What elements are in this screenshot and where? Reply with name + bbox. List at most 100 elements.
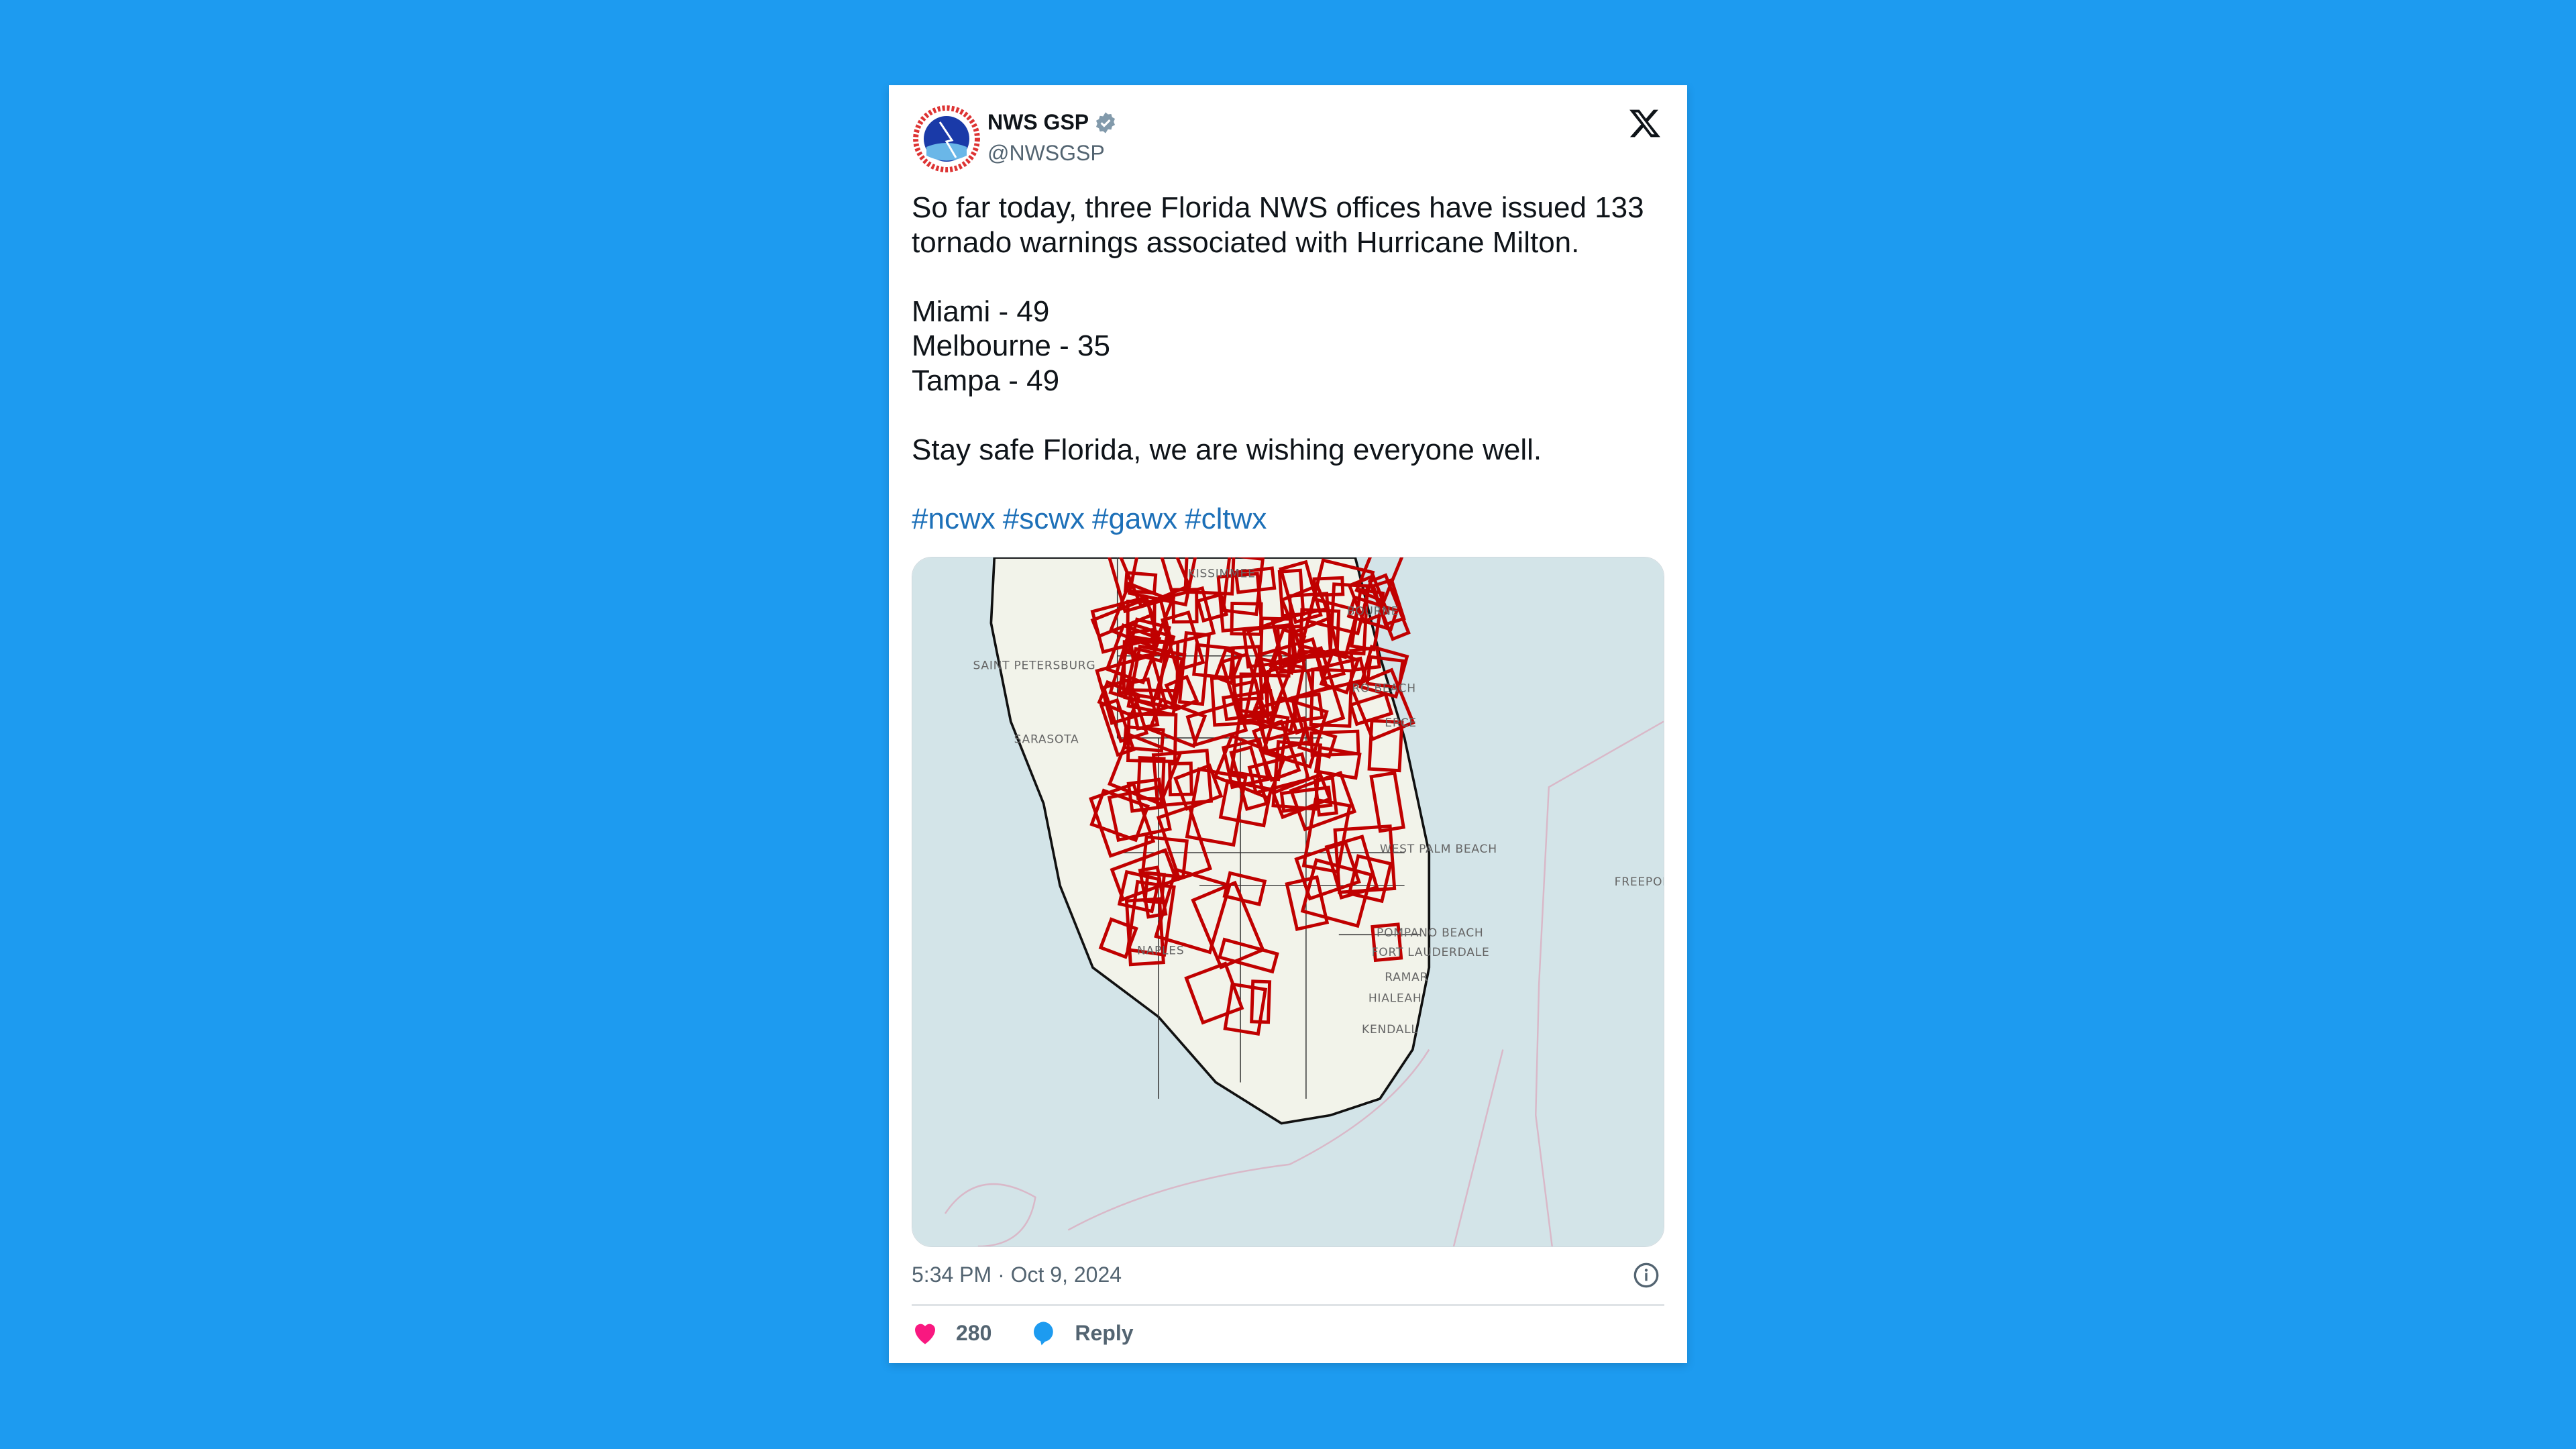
tornado-warning-polygon bbox=[1222, 689, 1276, 722]
hashtag-link[interactable]: #ncwx bbox=[912, 502, 996, 535]
map-place-label: HIALEAH bbox=[1368, 992, 1422, 1006]
text-line: So far today, three Florida NWS offices … bbox=[912, 191, 1644, 224]
tornado-warning-polygon bbox=[1347, 854, 1393, 904]
tornado-warning-polygon bbox=[1333, 824, 1397, 894]
tornado-warning-polygon bbox=[1309, 667, 1354, 728]
tornado-warning-polygon bbox=[1230, 645, 1264, 702]
tornado-warning-polygon bbox=[1124, 897, 1165, 967]
speech-bubble-icon[interactable] bbox=[1030, 1318, 1057, 1348]
tornado-warning-polygon bbox=[1184, 961, 1244, 1025]
tornado-warning-polygon bbox=[1195, 592, 1229, 623]
hashtag-link[interactable]: #gawx bbox=[1091, 502, 1178, 535]
tornado-warning-polygon bbox=[1289, 770, 1357, 832]
tornado-warning-polygon bbox=[1221, 557, 1265, 616]
tornado-warning-polygon bbox=[1090, 595, 1159, 654]
tornado-warning-polygon bbox=[1309, 729, 1360, 757]
tornado-warning-polygon bbox=[1213, 647, 1244, 686]
verified-badge-icon bbox=[1096, 111, 1116, 133]
tornado-warning-polygon bbox=[1229, 708, 1290, 782]
tornado-warning-polygon bbox=[1107, 732, 1182, 806]
hashtag-link[interactable]: #cltwx bbox=[1185, 502, 1267, 535]
tornado-warning-polygon bbox=[1275, 624, 1306, 674]
reply-button[interactable]: Reply bbox=[1075, 1320, 1134, 1345]
tornado-warning-polygon bbox=[1156, 805, 1213, 881]
author-name[interactable]: NWS GSP bbox=[987, 110, 1117, 135]
tornado-warning-polygon bbox=[1369, 771, 1405, 833]
tornado-warning-polygon bbox=[1110, 848, 1179, 902]
tornado-warning-polygon bbox=[1346, 595, 1399, 632]
map-place-label: RO BEACH bbox=[1352, 682, 1415, 696]
tornado-warning-polygon bbox=[1319, 649, 1360, 695]
tornado-warning-polygon bbox=[1102, 677, 1149, 743]
tornado-warning-polygon bbox=[1367, 718, 1404, 773]
tornado-warning-polygon bbox=[1213, 733, 1287, 800]
x-logo-icon[interactable] bbox=[1628, 107, 1662, 140]
tornado-warning-polygon bbox=[1143, 871, 1167, 905]
tornado-warning-polygon bbox=[1168, 761, 1193, 797]
text-line: Melbourne - 35 bbox=[912, 329, 1110, 362]
avatar[interactable] bbox=[913, 105, 980, 172]
tornado-warning-polygon bbox=[1287, 592, 1333, 660]
map-place-label: KISSIMMEE bbox=[1188, 567, 1256, 580]
hashtags: #ncwx #scwx #gawx #cltwx bbox=[912, 502, 1663, 537]
tornado-warning-polygon bbox=[1185, 767, 1248, 847]
tornado-warning-polygon bbox=[1222, 871, 1267, 906]
map-place-label: RAMAR bbox=[1385, 971, 1428, 984]
map-place-label: ERCE bbox=[1385, 716, 1417, 730]
tornado-warning-polygon bbox=[1105, 623, 1162, 685]
map-place-label: NAPLES bbox=[1137, 945, 1184, 958]
tornado-warning-polygon bbox=[1126, 677, 1160, 731]
tornado-warning-polygon bbox=[1271, 740, 1322, 811]
map-place-label: SARASOTA bbox=[1014, 733, 1079, 746]
tornado-warning-polygon bbox=[1250, 979, 1272, 1024]
tornado-warning-polygon bbox=[1117, 634, 1169, 701]
tornado-warning-polygon bbox=[1324, 835, 1379, 900]
tornado-warning-polygon bbox=[1229, 745, 1269, 811]
text-line: tornado warnings associated with Hurrica… bbox=[912, 225, 1580, 259]
tornado-warning-polygon bbox=[1126, 712, 1178, 763]
map-place-label: FREEPOR bbox=[1615, 875, 1664, 889]
map-place-label: FORT LAUDERDALE bbox=[1372, 946, 1490, 959]
tornado-warning-polygon bbox=[1285, 875, 1330, 932]
tornado-warning-polygon bbox=[1367, 573, 1411, 641]
tornado-warning-polygon bbox=[1158, 586, 1216, 646]
tornado-warning-polygon bbox=[1371, 922, 1403, 963]
map-place-label: SAINT PETERSBURG bbox=[973, 659, 1095, 672]
tornado-warning-polygon bbox=[1299, 596, 1360, 659]
tornado-warning-polygon bbox=[1348, 692, 1394, 727]
map-place-label: BOURNE bbox=[1347, 605, 1399, 619]
tornado-warning-polygon bbox=[1234, 566, 1277, 594]
author-handle[interactable]: @NWSGSP bbox=[987, 141, 1105, 165]
text-line: Tampa - 49 bbox=[912, 364, 1060, 397]
tornado-warning-polygon bbox=[1306, 558, 1375, 636]
tornado-warning-map-image[interactable]: KISSIMMEE BOURNE SAINT PETERSBURG SARASOTA R… bbox=[912, 557, 1664, 1247]
tornado-warning-polygon bbox=[1107, 784, 1172, 843]
tornado-warning-polygon bbox=[1349, 645, 1381, 672]
divider bbox=[912, 1304, 1664, 1306]
tornado-warning-polygon bbox=[1218, 937, 1279, 974]
tweet-card: NWS GSP @NWSGSP So far today, three Flor… bbox=[889, 85, 1687, 1363]
tornado-warning-polygon bbox=[1127, 557, 1197, 607]
tornado-warning-polygon bbox=[1148, 697, 1208, 749]
map-place-label: KENDALL bbox=[1362, 1023, 1418, 1036]
tornado-warning-polygon bbox=[1160, 610, 1205, 672]
tornado-warning-polygon bbox=[1185, 700, 1248, 747]
timestamp[interactable]: 5:34 PM · Oct 9, 2024 bbox=[912, 1263, 1122, 1287]
tornado-warning-polygon bbox=[1253, 696, 1305, 743]
tornado-warning-polygon bbox=[1171, 588, 1199, 624]
tornado-warning-polygon bbox=[1218, 779, 1273, 828]
map-place-label: POMPANO BEACH bbox=[1377, 926, 1483, 940]
tornado-warning-polygon bbox=[1126, 777, 1165, 813]
text-line: Stay safe Florida, we are wishing everyo… bbox=[912, 433, 1542, 466]
map-place-label: WEST PALM BEACH bbox=[1380, 843, 1497, 856]
like-count[interactable]: 280 bbox=[956, 1320, 992, 1345]
tornado-warning-polygon bbox=[1119, 557, 1191, 608]
info-icon[interactable] bbox=[1633, 1262, 1660, 1289]
tornado-warning-polygon bbox=[1173, 763, 1224, 811]
tornado-warning-polygon bbox=[1272, 645, 1346, 735]
tornado-warning-polygon bbox=[1328, 582, 1370, 655]
heart-icon[interactable] bbox=[912, 1318, 938, 1348]
tweet-actions: 280 Reply bbox=[912, 1318, 1134, 1348]
hashtag-link[interactable]: #scwx bbox=[1002, 502, 1085, 535]
tornado-warning-polygon bbox=[1313, 745, 1362, 780]
